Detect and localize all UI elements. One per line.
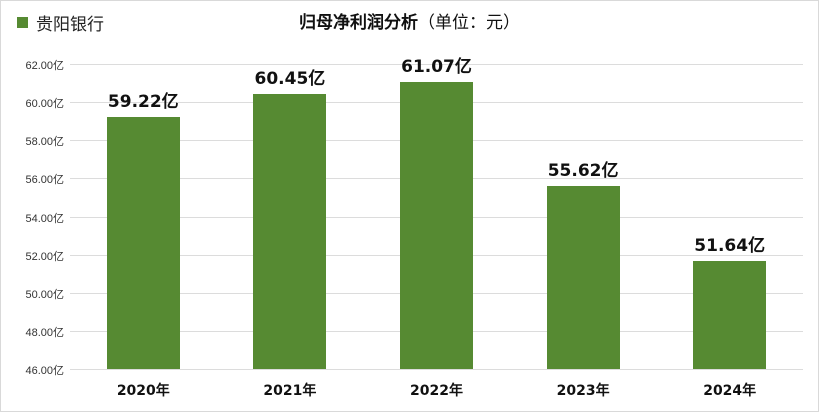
y-tick-label: 60.00亿 — [25, 98, 64, 111]
chart-title-unit: （单位：元） — [418, 13, 520, 33]
x-tick-label: 2021年 — [263, 383, 317, 399]
y-tick-label: 48.00亿 — [25, 326, 64, 339]
bar-2024年 — [693, 261, 767, 369]
legend: 贵阳银行 — [17, 10, 104, 35]
y-tick-label: 58.00亿 — [25, 136, 64, 149]
gridline — [70, 64, 803, 65]
x-tick-label: 2022年 — [410, 383, 463, 399]
y-tick-label: 50.00亿 — [25, 288, 64, 301]
y-tick-label: 46.00亿 — [25, 365, 64, 377]
bar-value-label: 55.62亿 — [547, 160, 619, 181]
bar-value-label: 59.22亿 — [107, 91, 179, 112]
bar-2020年 — [106, 116, 180, 369]
bar-value-label: 61.07亿 — [401, 56, 472, 77]
y-tick-label: 56.00亿 — [25, 174, 64, 187]
y-tick-label: 54.00亿 — [25, 212, 64, 225]
x-tick-label: 2024年 — [703, 383, 757, 399]
gridline — [70, 369, 803, 370]
y-tick-label: 62.00亿 — [25, 60, 64, 72]
x-tick-label: 2023年 — [556, 383, 610, 399]
y-tick-label: 52.00亿 — [25, 250, 64, 263]
bar-value-label: 51.64亿 — [694, 236, 766, 257]
bar-2022年 — [400, 81, 473, 369]
legend-swatch — [17, 17, 28, 28]
bar-value-label: 60.45亿 — [254, 68, 326, 89]
legend-label: 贵阳银行 — [36, 15, 104, 35]
bar-2021年 — [253, 93, 327, 369]
bar-2023年 — [546, 185, 620, 369]
chart-title: 归母净利润分析（单位：元） — [0, 8, 819, 33]
chart-title-main: 归母净利润分析 — [299, 13, 418, 33]
x-tick-label: 2020年 — [116, 383, 170, 399]
